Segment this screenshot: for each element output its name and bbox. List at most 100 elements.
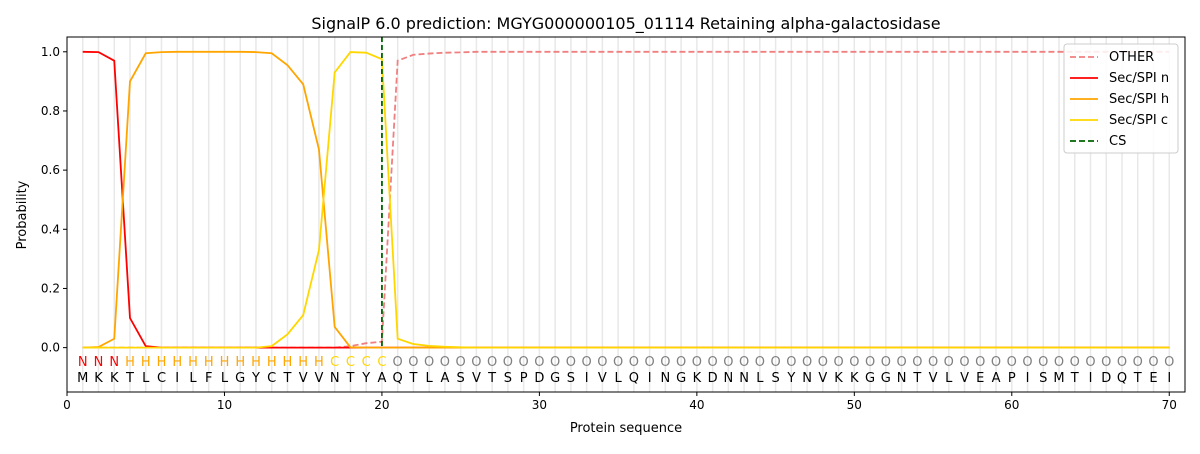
residue-label: K <box>94 371 103 386</box>
region-label: H <box>204 355 214 370</box>
region-label: O <box>597 355 607 370</box>
region-label: O <box>1133 355 1143 370</box>
region-label: O <box>440 355 450 370</box>
region-label: O <box>456 355 466 370</box>
x-tick-label: 50 <box>847 398 862 412</box>
region-label: O <box>629 355 639 370</box>
region-label: H <box>172 355 182 370</box>
x-axis-label: Protein sequence <box>570 421 682 436</box>
residue-label: D <box>1101 371 1111 386</box>
region-label: O <box>975 355 985 370</box>
legend-label: CS <box>1109 134 1126 149</box>
region-label: N <box>94 355 104 370</box>
residue-label: T <box>912 371 921 386</box>
region-label: O <box>471 355 481 370</box>
residue-label: V <box>598 371 607 386</box>
region-label: O <box>1038 355 1048 370</box>
residue-label: D <box>534 371 544 386</box>
residue-label: L <box>426 371 434 386</box>
residue-label: C <box>157 371 166 386</box>
region-label: O <box>503 355 513 370</box>
region-label: H <box>125 355 135 370</box>
residue-label: Y <box>786 371 795 386</box>
residue-label: I <box>175 371 179 386</box>
residue-label: S <box>771 371 779 386</box>
residue-label: G <box>550 371 560 386</box>
residue-label: N <box>660 371 670 386</box>
residue-label: S <box>567 371 575 386</box>
residue-label: N <box>897 371 907 386</box>
residue-label: K <box>693 371 702 386</box>
region-label: O <box>645 355 655 370</box>
region-label: O <box>1085 355 1095 370</box>
residue-label: L <box>615 371 623 386</box>
residue-label: Q <box>629 371 639 386</box>
legend-label: Sec/SPI n <box>1109 71 1169 86</box>
region-label: O <box>519 355 529 370</box>
residue-label: M <box>1053 371 1064 386</box>
region-label: O <box>912 355 922 370</box>
residue-label: V <box>960 371 969 386</box>
residue-label: L <box>945 371 953 386</box>
region-label: H <box>141 355 151 370</box>
region-label: O <box>534 355 544 370</box>
residue-label: S <box>457 371 465 386</box>
region-label: O <box>566 355 576 370</box>
residue-label: L <box>221 371 229 386</box>
residue-label: E <box>1149 371 1157 386</box>
residue-label: N <box>723 371 733 386</box>
residue-label: T <box>487 371 496 386</box>
region-label: O <box>613 355 623 370</box>
region-label: C <box>346 355 355 370</box>
x-tick-label: 70 <box>1162 398 1177 412</box>
residue-label: S <box>1039 371 1047 386</box>
residue-label: T <box>282 371 291 386</box>
region-label: H <box>188 355 198 370</box>
residue-label: A <box>377 371 386 386</box>
residue-label: A <box>440 371 449 386</box>
region-label: O <box>1148 355 1158 370</box>
residue-label: I <box>648 371 652 386</box>
residue-label: T <box>345 371 354 386</box>
residue-label: L <box>756 371 764 386</box>
residue-label: Q <box>1117 371 1127 386</box>
region-label: O <box>833 355 843 370</box>
region-label: H <box>267 355 277 370</box>
region-label: O <box>865 355 875 370</box>
y-tick-label: 0.0 <box>41 341 60 355</box>
region-label: O <box>944 355 954 370</box>
region-label: N <box>109 355 119 370</box>
residue-label: E <box>976 371 984 386</box>
residue-label: N <box>739 371 749 386</box>
residue-label: N <box>330 371 340 386</box>
region-label: C <box>377 355 386 370</box>
legend-box <box>1063 43 1179 154</box>
x-tick-label: 60 <box>1004 398 1019 412</box>
region-label: O <box>1070 355 1080 370</box>
region-label: N <box>78 355 88 370</box>
residue-label: T <box>125 371 134 386</box>
legend-label: Sec/SPI c <box>1109 113 1168 128</box>
residue-label: V <box>299 371 308 386</box>
residue-label: A <box>992 371 1001 386</box>
residue-label: V <box>314 371 323 386</box>
residue-label: L <box>189 371 197 386</box>
region-label: C <box>362 355 371 370</box>
region-label: O <box>660 355 670 370</box>
residue-label: I <box>1026 371 1030 386</box>
region-label: O <box>991 355 1001 370</box>
residue-label: G <box>865 371 875 386</box>
region-label: O <box>1164 355 1174 370</box>
y-tick-label: 1.0 <box>41 45 60 59</box>
region-label: O <box>802 355 812 370</box>
region-label: O <box>393 355 403 370</box>
region-label: H <box>220 355 230 370</box>
region-label: O <box>1007 355 1017 370</box>
region-label: O <box>487 355 497 370</box>
region-label: O <box>770 355 780 370</box>
region-label: O <box>818 355 828 370</box>
legend-label: OTHER <box>1109 50 1154 65</box>
region-label: O <box>786 355 796 370</box>
region-label: O <box>755 355 765 370</box>
